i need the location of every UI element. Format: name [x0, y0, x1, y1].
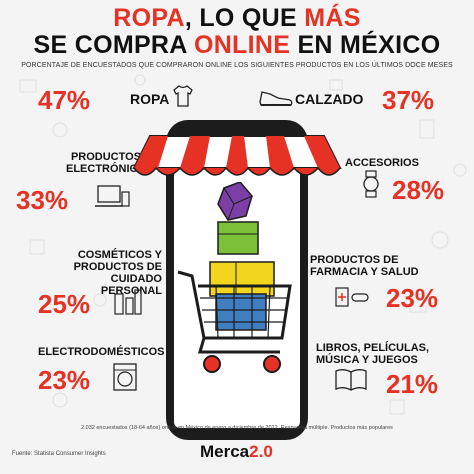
pct-accesorios: 28% [392, 175, 445, 205]
label-libros: LIBROS, PELÍCULAS, MÚSICA Y JUEGOS [316, 342, 429, 366]
label-electronicos: PRODUCTOS ELECTRÓNICOS [66, 151, 154, 175]
label-libros-line1: LIBROS, PELÍCULAS, [316, 342, 430, 354]
pct-electrodomesticos: 23% [38, 365, 91, 395]
title-mas: MÁS [304, 4, 361, 32]
subtitle: PORCENTAJE DE ENCUESTADOS QUE COMPRARON … [21, 62, 453, 69]
pharmacy-icon [335, 287, 369, 307]
watch-icon [363, 170, 379, 198]
label-electronicos-line2: ELECTRÓNICOS [66, 163, 154, 175]
pct-libros: 21% [386, 369, 439, 399]
title-line-2: SE COMPRA ONLINE EN MÉXICO [0, 31, 474, 59]
merca20-logo: Merca2.0 [200, 442, 273, 462]
shopping-cart-with-boxes-icon [177, 182, 292, 373]
pct-electronicos: 33% [16, 185, 69, 215]
pct-cosmeticos: 25% [38, 289, 91, 319]
footer-note: 2.032 encuestados (18-64 años) online en… [81, 425, 393, 431]
cosmetics-icon [114, 289, 142, 315]
pct-ropa: 47% [38, 85, 91, 115]
source: Fuente: Statista Consumer Insights [12, 451, 106, 457]
title-lo-que: , LO QUE [184, 4, 305, 32]
label-accesorios: ACCESORIOS [345, 157, 419, 169]
washing-machine-icon [113, 363, 137, 391]
label-farmacia-line2: FARMACIA Y SALUD [310, 266, 419, 278]
title-en-mexico: EN MÉXICO [290, 31, 441, 59]
label-farmacia-line1: PRODUCTOS DE [310, 254, 399, 266]
label-libros-line2: MÚSICA Y JUEGOS [316, 354, 418, 366]
pct-calzado: 37% [382, 85, 435, 115]
title-online: ONLINE [193, 31, 291, 59]
book-icon [335, 369, 367, 391]
label-electrodomesticos: ELECTRODOMÉSTICOS [38, 346, 165, 358]
label-ropa: ROPA [130, 91, 170, 107]
logo-text-merca: Merca [200, 442, 250, 461]
shoe-icon [259, 91, 293, 106]
label-cosmeticos: COSMÉTICOS Y PRODUCTOS DE CUIDADO PERSON… [52, 249, 162, 297]
label-electronicos-line1: PRODUCTOS [70, 151, 142, 163]
laptop-phone-icon [95, 185, 130, 207]
logo-text-version: 2.0 [249, 442, 273, 461]
label-cosmeticos-line1: COSMÉTICOS Y [77, 249, 162, 261]
label-farmacia: PRODUCTOS DE FARMACIA Y SALUD [310, 254, 419, 278]
label-calzado: CALZADO [295, 91, 364, 107]
label-cosmeticos-line2: PRODUCTOS DE [73, 261, 162, 273]
title-se-compra: SE COMPRA [33, 31, 194, 59]
title-ropa: ROPA [113, 4, 185, 32]
title-line-1: ROPA, LO QUE MÁS [0, 4, 474, 32]
store-awning-icon [132, 135, 342, 176]
shirt-icon [173, 85, 193, 107]
pct-farmacia: 23% [386, 283, 439, 313]
